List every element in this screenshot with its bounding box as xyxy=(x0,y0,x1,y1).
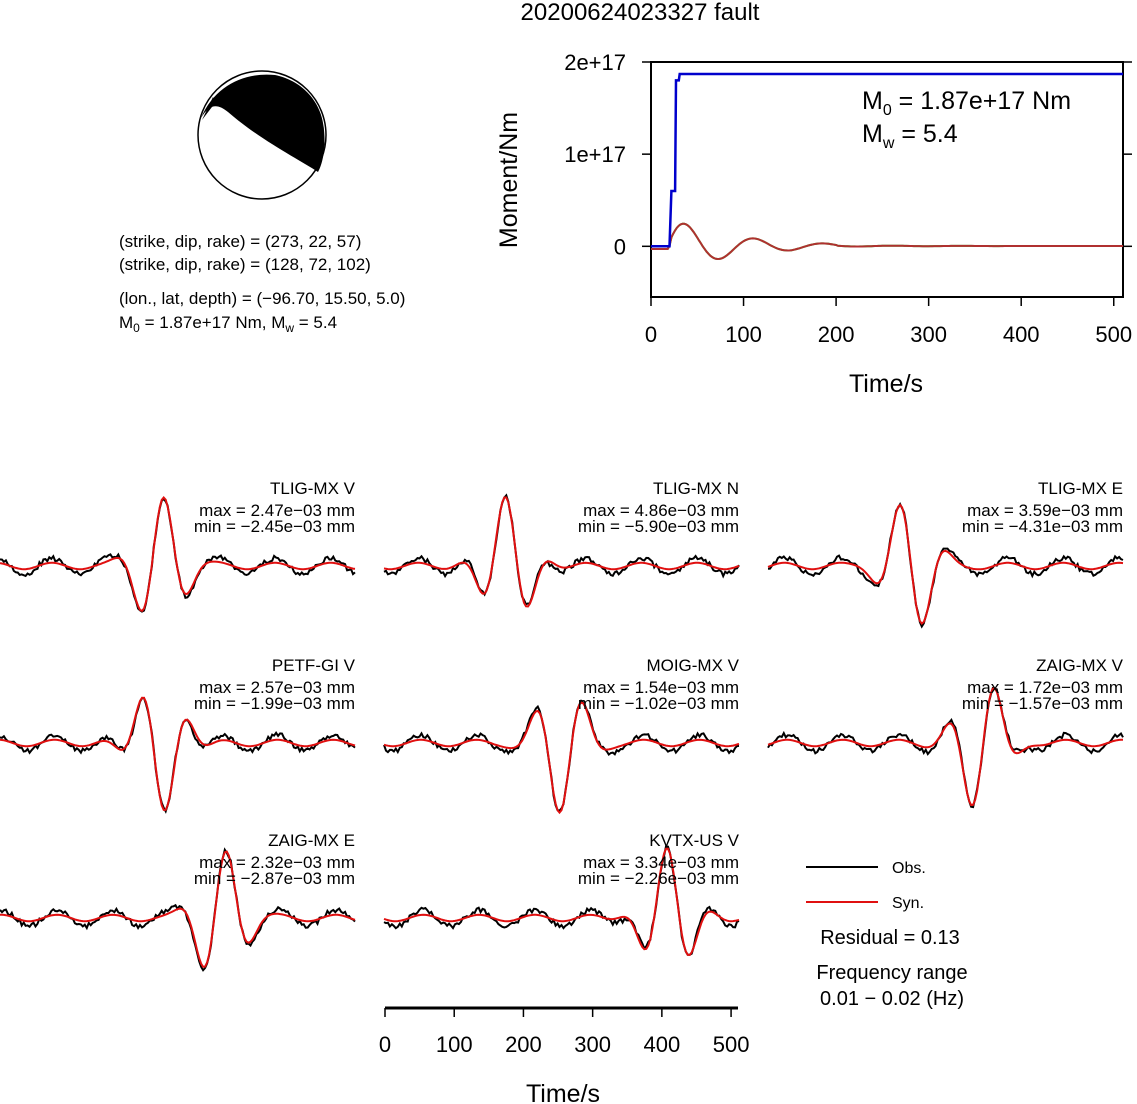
frequency-range-value: 0.01 − 0.02 (Hz) xyxy=(820,988,964,1010)
x-tick-label: 100 xyxy=(725,322,762,347)
station-label: KVTX-US V xyxy=(649,831,739,850)
synthetic-trace xyxy=(767,503,1124,626)
beachball xyxy=(197,70,327,200)
x-axis-label: Time/s xyxy=(849,370,923,398)
legend-obs-label: Obs. xyxy=(892,860,926,877)
location-line: (lon., lat, depth) = (−96.70, 15.50, 5.0… xyxy=(119,289,405,308)
trace-min: min = −1.57e−03 mm xyxy=(962,694,1123,713)
mechanism-info: (strike, dip, rake) = (273, 22, 57) (str… xyxy=(119,232,405,335)
synthetic-trace xyxy=(383,847,740,957)
trace-min: min = −1.02e−03 mm xyxy=(578,694,739,713)
trace-max: max = 1.54e−03 mm xyxy=(583,678,739,697)
trace-min: min = −4.31e−03 mm xyxy=(962,517,1123,536)
stf-synthetic-line xyxy=(651,222,1123,261)
observed-trace xyxy=(383,699,740,812)
y-axis: 0 1e+17 2e+17 xyxy=(564,50,1132,259)
cumulative-moment-line xyxy=(651,72,1123,248)
stf-observed-line xyxy=(651,222,1123,261)
waveform-time-axis: 0 100 200 300 400 500 xyxy=(379,1006,750,1057)
beachball-compressional-quadrant xyxy=(201,74,325,172)
time-tick-label: 100 xyxy=(436,1032,473,1057)
figure-title: 20200624023327 fault xyxy=(521,0,760,26)
trace-min: min = −5.90e−03 mm xyxy=(578,517,739,536)
observed-trace xyxy=(383,493,740,606)
chart-frame xyxy=(650,61,1124,298)
trace-min: min = −1.99e−03 mm xyxy=(194,694,355,713)
trace-max: max = 3.59e−03 mm xyxy=(967,501,1123,520)
moment-line: M0 = 1.87e+17 Nm, Mw = 5.4 xyxy=(119,313,337,335)
waveform-x-axis-label: Time/s xyxy=(526,1080,600,1104)
x-tick-label: 200 xyxy=(818,322,855,347)
trace-min: min = −2.87e−03 mm xyxy=(194,869,355,888)
strike-dip-rake-2: (strike, dip, rake) = (128, 72, 102) xyxy=(119,255,371,274)
trace-max: max = 3.34e−03 mm xyxy=(583,853,739,872)
x-tick-label: 0 xyxy=(645,322,657,347)
trace-max: max = 2.47e−03 mm xyxy=(199,501,355,520)
station-label: TLIG-MX V xyxy=(270,479,356,498)
time-tick-label: 0 xyxy=(379,1032,391,1057)
time-tick-label: 300 xyxy=(574,1032,611,1057)
time-tick-label: 500 xyxy=(713,1032,750,1057)
trace-min: min = −2.45e−03 mm xyxy=(194,517,355,536)
mw-annotation: Mw = 5.4 xyxy=(862,120,958,152)
station-label: ZAIG-MX V xyxy=(1036,656,1124,675)
legend: Obs. Syn. xyxy=(806,860,926,912)
trace-max: max = 1.72e−03 mm xyxy=(967,678,1123,697)
moment-rate-chart: 0 100 200 300 400 500 0 1e+17 2e+17 Time/s Mome… xyxy=(495,50,1132,398)
y-axis-label: Moment/Nm xyxy=(495,112,523,248)
trace-max: max = 4.86e−03 mm xyxy=(583,501,739,520)
synthetic-trace xyxy=(383,701,740,815)
y-tick-label: 0 xyxy=(614,234,626,259)
synthetic-trace xyxy=(0,850,356,968)
station-label: MOIG-MX V xyxy=(646,656,739,675)
trace-max: max = 2.57e−03 mm xyxy=(199,678,355,697)
y-tick-label: 2e+17 xyxy=(564,50,626,75)
y-tick-label: 1e+17 xyxy=(564,142,626,167)
time-tick-label: 200 xyxy=(505,1032,542,1057)
trace-max: max = 2.32e−03 mm xyxy=(199,853,355,872)
synthetic-trace xyxy=(383,496,740,608)
synthetic-trace xyxy=(0,696,356,811)
synthetic-trace xyxy=(767,687,1123,807)
station-label: ZAIG-MX E xyxy=(268,831,355,850)
x-axis: 0 100 200 300 400 500 xyxy=(645,297,1132,347)
station-label: PETF-GI V xyxy=(272,656,356,675)
x-tick-label: 300 xyxy=(910,322,947,347)
strike-dip-rake-1: (strike, dip, rake) = (273, 22, 57) xyxy=(119,232,361,251)
x-tick-label: 500 xyxy=(1095,322,1132,347)
trace-min: min = −2.26e−03 mm xyxy=(578,869,739,888)
station-label: TLIG-MX N xyxy=(653,479,739,498)
frequency-range-label: Frequency range xyxy=(816,962,967,984)
time-tick-label: 400 xyxy=(644,1032,681,1057)
x-tick-label: 400 xyxy=(1003,322,1040,347)
observed-trace xyxy=(0,696,356,814)
m0-annotation: M0 = 1.87e+17 Nm xyxy=(862,87,1071,119)
synthetic-trace xyxy=(0,495,356,613)
residual-text: Residual = 0.13 xyxy=(820,927,960,949)
beachball-small-quadrant xyxy=(202,97,215,120)
station-label: TLIG-MX E xyxy=(1038,479,1123,498)
legend-syn-label: Syn. xyxy=(892,895,924,912)
